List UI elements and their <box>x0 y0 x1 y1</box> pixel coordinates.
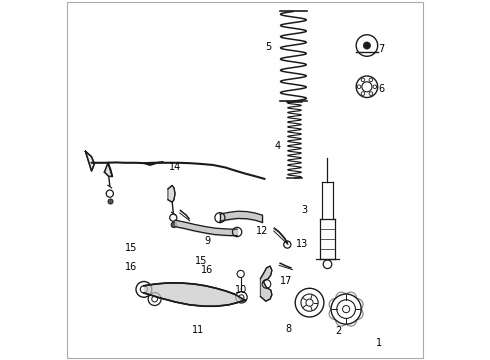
Text: 9: 9 <box>204 236 210 246</box>
Text: 8: 8 <box>285 324 291 334</box>
Text: 15: 15 <box>195 256 207 266</box>
Text: 7: 7 <box>378 44 384 54</box>
Text: 15: 15 <box>125 243 137 253</box>
Polygon shape <box>260 266 272 301</box>
Polygon shape <box>144 283 245 306</box>
Text: 6: 6 <box>378 84 384 94</box>
Text: 4: 4 <box>274 141 280 151</box>
Text: 14: 14 <box>169 162 181 172</box>
Circle shape <box>108 199 113 204</box>
Text: 13: 13 <box>296 239 309 249</box>
Text: 17: 17 <box>280 276 293 286</box>
Text: 12: 12 <box>256 226 269 236</box>
Text: 16: 16 <box>201 265 214 275</box>
Polygon shape <box>168 185 175 202</box>
Text: 1: 1 <box>376 338 383 348</box>
Text: 5: 5 <box>265 42 271 52</box>
Text: 16: 16 <box>125 262 137 272</box>
Polygon shape <box>104 163 112 176</box>
Polygon shape <box>85 151 95 171</box>
Text: 3: 3 <box>301 206 307 216</box>
Text: 10: 10 <box>235 285 247 296</box>
Text: 2: 2 <box>335 325 342 336</box>
Circle shape <box>364 42 370 49</box>
Circle shape <box>171 222 177 228</box>
Text: 11: 11 <box>192 325 204 335</box>
